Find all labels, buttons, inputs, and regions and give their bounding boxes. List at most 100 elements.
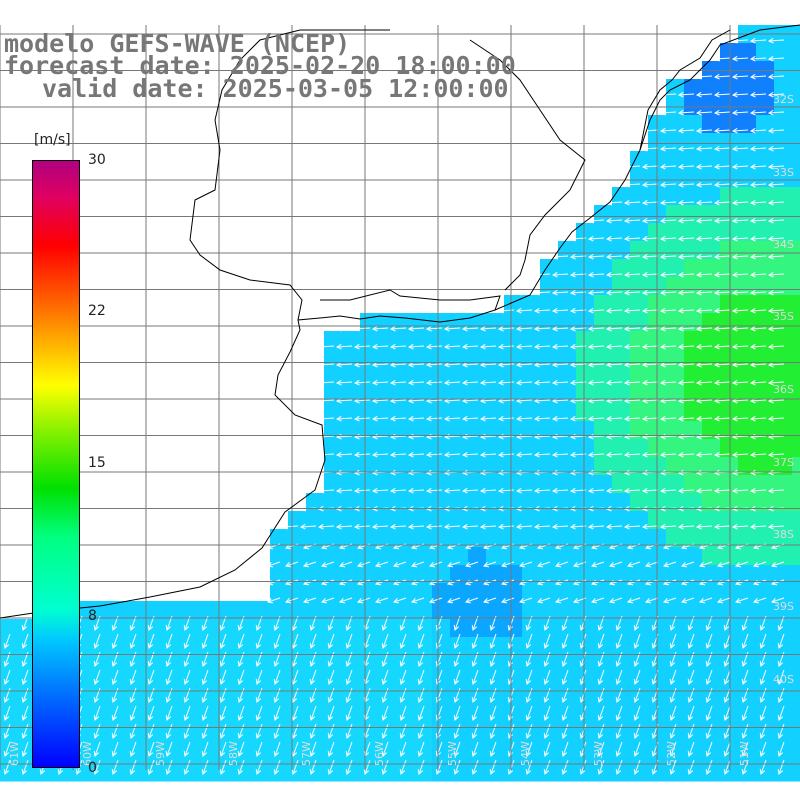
wind-cell	[234, 745, 253, 764]
wind-arrow	[353, 487, 371, 494]
wind-arrow	[695, 451, 713, 458]
wind-arrow	[417, 705, 425, 721]
wind-cell	[288, 583, 307, 602]
wind-cell	[234, 691, 253, 710]
wind-arrow	[561, 669, 569, 685]
wind-cell	[594, 493, 613, 512]
wind-cell	[666, 511, 685, 530]
wind-cell	[504, 601, 523, 620]
wind-arrow	[183, 669, 191, 685]
wind-arrow	[129, 741, 137, 757]
wind-arrow	[335, 523, 353, 530]
wind-cell	[738, 259, 757, 278]
wind-cell	[792, 439, 800, 458]
wind-cell	[774, 709, 793, 728]
wind-arrow	[461, 361, 479, 368]
wind-arrow	[353, 361, 371, 368]
wind-arrow	[749, 361, 767, 368]
wind-arrow	[165, 723, 173, 739]
wind-arrow	[713, 361, 731, 368]
wind-cell	[504, 313, 523, 332]
wind-cell	[558, 727, 577, 746]
colorbar	[32, 160, 80, 768]
wind-arrow	[3, 759, 11, 775]
wind-cell	[738, 529, 757, 548]
lat-label: 35S	[773, 310, 794, 323]
wind-cell	[756, 583, 775, 602]
wind-cell	[792, 241, 800, 260]
wind-arrow	[429, 561, 443, 568]
wind-cell	[756, 619, 775, 638]
wind-cell	[666, 169, 685, 188]
wind-arrow	[543, 687, 551, 703]
wind-cell	[630, 637, 649, 656]
wind-arrow	[219, 723, 227, 739]
wind-cell	[738, 637, 757, 656]
wind-cell	[792, 709, 800, 728]
wind-arrow	[501, 561, 515, 568]
wind-arrow	[533, 325, 551, 332]
wind-cell	[792, 277, 800, 296]
wind-arrow	[273, 741, 281, 757]
wind-cell	[414, 421, 433, 440]
wind-arrow	[111, 633, 119, 649]
wind-cell	[540, 637, 559, 656]
wind-cell	[702, 601, 721, 620]
wind-arrow	[515, 307, 533, 314]
wind-arrow	[453, 669, 461, 685]
wind-cell	[738, 565, 757, 584]
wind-arrow	[597, 687, 605, 703]
wind-arrow	[767, 235, 785, 242]
wind-cell	[306, 709, 325, 728]
wind-cell	[612, 637, 631, 656]
wind-cell	[738, 367, 757, 386]
wind-cell	[666, 241, 685, 260]
wind-cell	[504, 475, 523, 494]
wind-arrow	[597, 759, 605, 775]
wind-arrow	[669, 687, 677, 703]
wind-cell	[774, 637, 793, 656]
wind-arrow	[267, 597, 281, 604]
wind-arrow	[749, 109, 767, 116]
wind-cell	[702, 673, 721, 692]
wind-arrow	[425, 343, 443, 350]
wind-cell	[126, 763, 145, 782]
wind-cell	[594, 655, 613, 674]
wind-cell	[738, 691, 757, 710]
wind-arrow	[525, 759, 533, 775]
wind-arrow	[659, 163, 677, 170]
wind-cell	[540, 655, 559, 674]
wind-arrow	[471, 687, 479, 703]
wind-cell	[306, 655, 325, 674]
wind-cell	[666, 331, 685, 350]
wind-arrow	[767, 199, 785, 206]
wind-cell	[774, 421, 793, 440]
wind-arrow	[309, 633, 317, 649]
wind-arrow	[615, 723, 623, 739]
wind-cell	[756, 511, 775, 530]
wind-cell	[558, 403, 577, 422]
wind-arrow	[237, 723, 245, 739]
wind-arrow	[753, 597, 767, 604]
wind-cell	[504, 709, 523, 728]
wind-cell	[378, 745, 397, 764]
wind-cell	[792, 619, 800, 638]
wind-arrow	[219, 759, 227, 775]
wind-cell	[702, 187, 721, 206]
wind-arrow	[461, 325, 479, 332]
wind-cell	[738, 511, 757, 530]
wind-cell	[0, 727, 19, 746]
wind-arrow	[237, 669, 245, 685]
wind-cell	[594, 583, 613, 602]
wind-cell	[126, 619, 145, 638]
wind-cell	[702, 475, 721, 494]
wind-arrow	[659, 199, 677, 206]
wind-cell	[666, 259, 685, 278]
wind-arrow	[399, 759, 407, 775]
wind-arrow	[705, 687, 713, 703]
wind-arrow	[641, 289, 659, 296]
wind-cell	[252, 601, 271, 620]
wind-arrow	[633, 705, 641, 721]
wind-cell	[666, 601, 685, 620]
wind-arrow	[777, 669, 785, 685]
